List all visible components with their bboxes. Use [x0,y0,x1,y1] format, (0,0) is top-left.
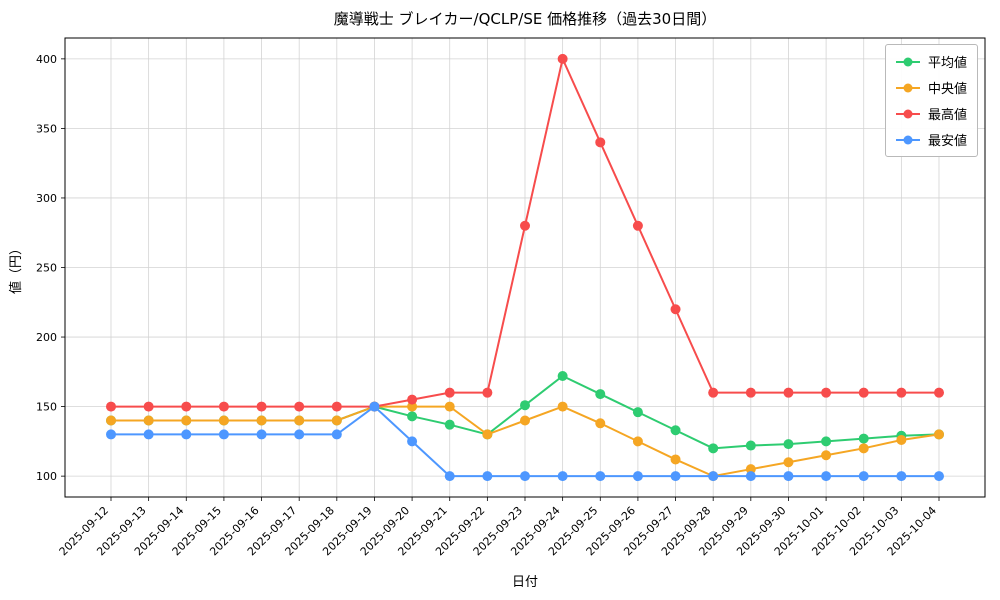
chart-title: 魔導戦士 ブレイカー/QCLP/SE 価格推移（過去30日間） [334,10,716,28]
data-series [106,53,944,482]
legend-item-median: 中央値 [895,78,967,97]
svg-text:150: 150 [36,401,57,414]
legend-item-max: 最高値 [895,104,967,123]
legend-label: 平均値 [927,56,967,71]
legend-line-marker-icon [895,109,920,118]
legend-label: 中央値 [927,82,967,97]
svg-text:300: 300 [36,192,57,205]
gridlines [65,38,985,497]
svg-text:250: 250 [36,262,57,275]
legend-line-marker-icon [895,135,920,144]
legend-line-marker-icon [895,57,920,66]
svg-text:350: 350 [36,122,57,135]
svg-text:100: 100 [36,470,57,483]
marker-dot-icon [903,135,913,144]
svg-text:400: 400 [36,53,57,66]
svg-text:200: 200 [36,331,57,344]
legend-label: 最安値 [927,134,967,149]
legend-line-marker-icon [895,83,920,92]
marker-dot-icon [903,57,913,66]
marker-dot-icon [903,83,913,92]
x-axis-label: 日付 [512,575,538,590]
marker-dot-icon [903,109,913,118]
legend: 平均値 中央値 最高値 最安値 [884,44,978,157]
legend-item-min: 最安値 [895,130,967,149]
y-axis-label: 値（円） [8,242,24,294]
legend-label: 最高値 [927,108,967,123]
legend-item-average: 平均値 [895,52,967,71]
